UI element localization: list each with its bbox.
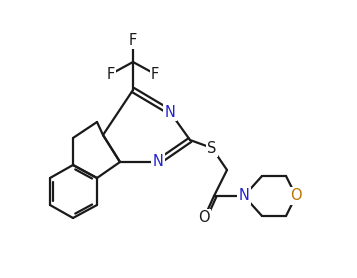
Text: O: O — [290, 188, 302, 203]
Text: N: N — [165, 105, 175, 120]
Text: O: O — [198, 210, 210, 225]
Text: F: F — [151, 66, 159, 81]
Text: F: F — [107, 66, 115, 81]
Text: S: S — [207, 140, 217, 155]
Text: N: N — [152, 155, 164, 170]
Text: F: F — [129, 33, 137, 48]
Text: N: N — [238, 188, 250, 203]
